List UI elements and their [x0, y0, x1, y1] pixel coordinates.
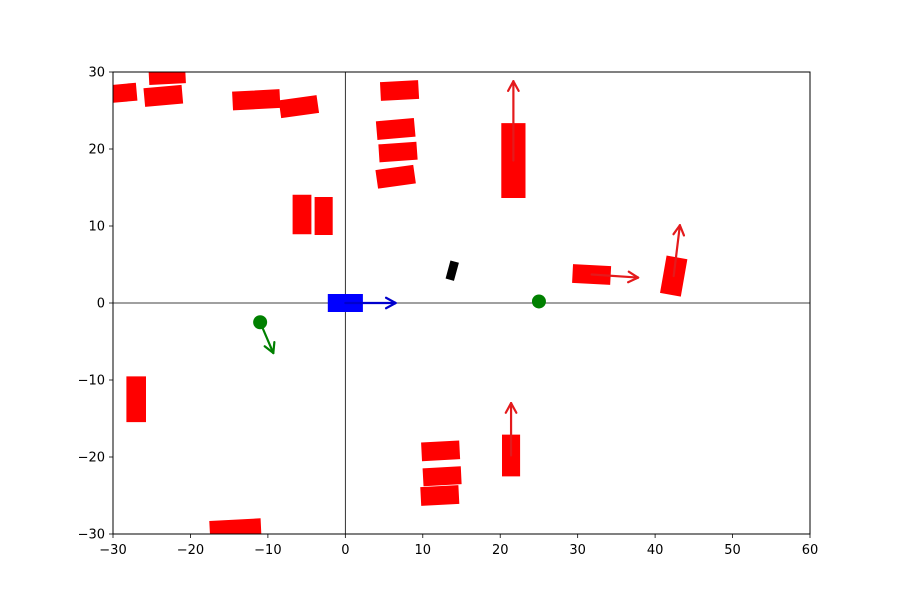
obstacle-vehicle-14	[126, 376, 146, 423]
obstacle-vehicle-0	[113, 82, 138, 103]
obstacle-vehicle-15	[421, 440, 461, 462]
point-heading-arrow-0	[259, 321, 276, 355]
obstacle-vehicle-10	[292, 194, 312, 235]
point-marker-1	[531, 294, 546, 309]
y-tick-label-2: −10	[78, 374, 105, 389]
obstacle-vehicle-19	[209, 518, 262, 534]
obstacle-heading-arrow-9	[507, 80, 520, 162]
x-tick-label-7: 40	[647, 543, 664, 558]
obstacle-vehicle-16	[422, 466, 462, 487]
heading-arrows	[259, 80, 686, 457]
obstacle-heading-arrow-18	[504, 402, 518, 457]
y-tick-label-1: −20	[78, 451, 105, 466]
small-object-0	[445, 260, 459, 281]
obstacle-vehicle-3	[232, 89, 281, 111]
x-tick-label-4: 10	[415, 543, 432, 558]
x-tick-label-0: −30	[99, 543, 126, 558]
x-tick-label-1: −20	[177, 543, 204, 558]
y-tick-label-4: 10	[88, 220, 105, 235]
axis-ticks: −30 −20 −10 0 10 20 30 40 50 60 −30 −20 −10 0 10 20 30	[78, 66, 819, 559]
obstacle-heading-arrow-13	[672, 224, 686, 278]
obstacle-vehicle-6	[375, 117, 416, 140]
obstacle-vehicle-17	[420, 485, 460, 506]
obstacle-vehicle-11	[314, 197, 333, 235]
obstacle-vehicle-2	[143, 84, 184, 107]
obstacle-vehicle-1	[148, 72, 186, 86]
y-tick-label-0: −30	[78, 528, 105, 543]
y-tick-label-6: 30	[88, 66, 105, 81]
obstacle-vehicle-5	[379, 80, 420, 101]
x-tick-label-3: 0	[341, 543, 349, 558]
obstacle-vehicle-7	[378, 141, 418, 163]
x-tick-label-8: 50	[724, 543, 741, 558]
obstacle-heading-arrow-12	[590, 270, 640, 284]
origin-axis-lines	[113, 72, 810, 534]
chart-marks	[113, 72, 688, 534]
x-tick-label-6: 30	[569, 543, 586, 558]
x-tick-label-9: 60	[802, 543, 819, 558]
y-tick-label-5: 20	[88, 143, 105, 158]
obstacle-vehicle-4	[278, 95, 320, 119]
x-tick-label-2: −10	[254, 543, 281, 558]
obstacle-vehicle-8	[375, 164, 416, 189]
y-tick-label-3: 0	[97, 297, 105, 312]
ego-heading-arrow	[344, 296, 397, 310]
x-tick-label-5: 20	[492, 543, 509, 558]
